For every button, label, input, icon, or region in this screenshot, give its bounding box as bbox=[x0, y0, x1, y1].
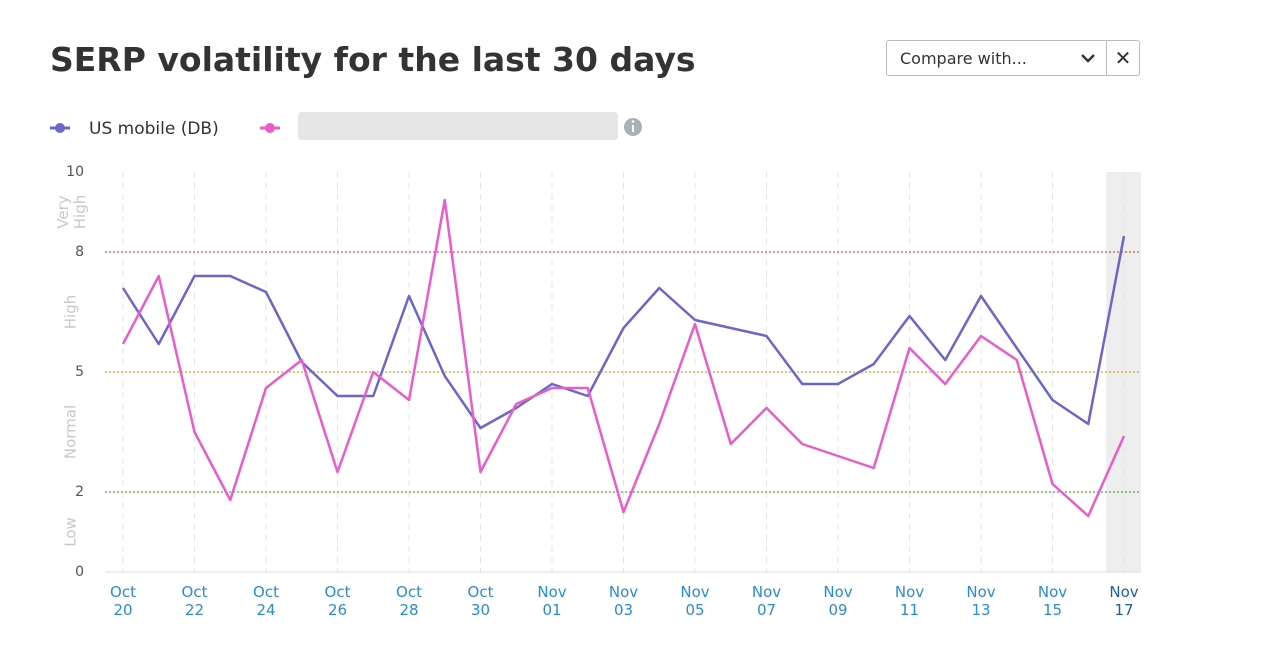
chevron-icon bbox=[1081, 54, 1095, 63]
info-icon-dot bbox=[631, 120, 635, 123]
band-label: Normal bbox=[62, 405, 80, 459]
x-tick-label: Oct 20 bbox=[110, 583, 136, 619]
x-tick-label: Nov 03 bbox=[609, 583, 638, 619]
legend-label: US mobile (DB) bbox=[89, 119, 219, 139]
y-tick-label: 10 bbox=[66, 164, 84, 180]
x-tick-label: Oct 28 bbox=[396, 583, 422, 619]
y-tick-label: 5 bbox=[75, 364, 84, 380]
info-icon-bar bbox=[632, 125, 634, 132]
x-tick-label: Nov 17 bbox=[1109, 583, 1138, 619]
series-line bbox=[121, 198, 1126, 518]
y-tick-label: 8 bbox=[75, 244, 84, 260]
close-button[interactable]: ✕ bbox=[1114, 46, 1132, 70]
compare-dropdown[interactable]: Compare with... ✕ bbox=[886, 40, 1140, 76]
x-tick-label: Nov 05 bbox=[680, 583, 709, 619]
x-tick-label: Oct 22 bbox=[182, 583, 208, 619]
series-line bbox=[121, 235, 1126, 430]
legend-dot bbox=[55, 123, 65, 133]
x-tick-label: Nov 13 bbox=[966, 583, 995, 619]
legend-dot bbox=[265, 123, 275, 133]
band-label: Low bbox=[62, 517, 80, 547]
info-icon bbox=[624, 118, 642, 136]
x-tick-label: Oct 26 bbox=[325, 583, 351, 619]
compare-select[interactable]: Compare with... bbox=[887, 41, 1107, 75]
x-tick-label: Oct 30 bbox=[468, 583, 494, 619]
x-tick-label: Nov 01 bbox=[537, 583, 566, 619]
blurred-legend-label bbox=[298, 112, 618, 140]
highlight-column bbox=[1106, 172, 1141, 572]
x-tick-label: Nov 09 bbox=[823, 583, 852, 619]
x-tick-label: Nov 07 bbox=[752, 583, 781, 619]
band-label: High bbox=[62, 295, 80, 329]
band-label: VeryHigh bbox=[54, 195, 89, 229]
chart-title: SERP volatility for the last 30 days bbox=[50, 40, 696, 79]
x-tick-label: Nov 15 bbox=[1038, 583, 1067, 619]
compare-placeholder: Compare with... bbox=[900, 48, 1027, 68]
x-tick-label: Nov 11 bbox=[895, 583, 924, 619]
y-tick-label: 0 bbox=[75, 564, 84, 580]
x-tick-label: Oct 24 bbox=[253, 583, 279, 619]
y-tick-label: 2 bbox=[75, 484, 84, 500]
